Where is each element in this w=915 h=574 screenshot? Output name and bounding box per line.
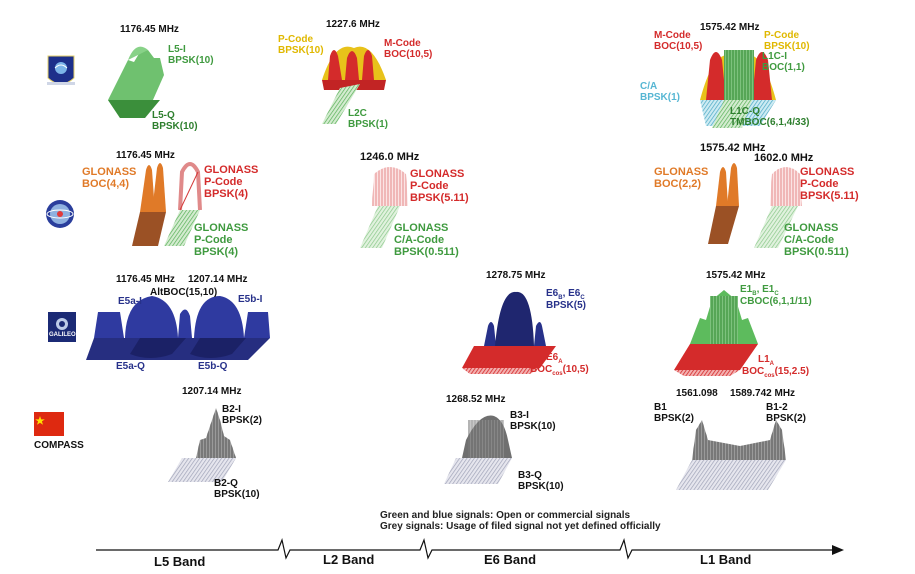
galileo-e6bc-label: E6B, E6C <box>546 288 585 301</box>
galileo-e5-signal <box>86 296 270 360</box>
galileo-e6-freq: 1278.75 MHz <box>486 270 546 281</box>
glonass-l5-signal <box>132 162 202 246</box>
gps-logo <box>47 55 75 85</box>
compass-b2-freq: 1207.14 MHz <box>182 386 242 397</box>
glonass-pcode4-label: GLONASS P-Code BPSK(4) <box>204 164 259 200</box>
compass-b1-signal <box>676 420 786 490</box>
gps-l5-i-label: L5-I BPSK(10) <box>168 44 214 66</box>
gps-l1c-q-label: L1C-Q TMBOC(6,1,4/33) <box>730 106 810 128</box>
gps-l2c-label: L2C BPSK(1) <box>348 108 389 130</box>
gps-l1c-i-label: L1C-I BOC(1,1) <box>762 51 805 73</box>
galileo-freq-b: 1207.14 MHz <box>188 274 248 285</box>
gps-l5-freq: 1176.45 MHz <box>120 24 179 35</box>
galileo-e5b-i-label: E5b-I <box>238 294 263 305</box>
compass-b3-q-label: B3-Q BPSK(10) <box>518 470 564 492</box>
compass-b3-i-label: B3-I BPSK(10) <box>510 410 556 432</box>
galileo-altboc-label: AltBOC(15,10) <box>150 287 218 298</box>
galileo-e6-signal <box>462 291 556 374</box>
compass-b1-label: B1 BPSK(2) <box>654 402 695 424</box>
compass-b1-freq-a: 1561.098 <box>676 388 718 399</box>
gps-l2-signal <box>322 46 386 124</box>
glonass-l1-pcode-label: GLONASS P-Code BPSK(5.11) <box>800 166 859 202</box>
galileo-e6a-label: E6A <box>546 352 563 365</box>
glonass-l5-freq: 1176.45 MHz <box>116 150 175 161</box>
gps-l5-q-label: L5-Q BPSK(10) <box>152 110 198 132</box>
galileo-e6a-boc: BOCcos(10,5) <box>530 364 589 377</box>
compass-label: COMPASS <box>34 440 84 451</box>
band-axis <box>96 537 844 560</box>
galileo-l1-signal <box>674 290 758 376</box>
band-label-l5: L5 Band <box>154 554 206 569</box>
band-label-l2: L2 Band <box>323 552 375 567</box>
galileo-e6bc-mod: BPSK(5) <box>546 300 587 311</box>
gps-l1-freq: 1575.42 MHz <box>700 22 760 33</box>
glonass-l1-signal <box>708 163 802 248</box>
gps-l2-mcode-label: M-Code BOC(10,5) <box>384 38 433 60</box>
legend-note-grey: Grey signals: Usage of filed signal not … <box>380 521 661 532</box>
glonass-e6-pcode-label: GLONASS P-Code BPSK(5.11) <box>410 168 469 204</box>
gps-l5-signal <box>108 46 164 118</box>
glonass-l1-freq-b: 1602.0 MHz <box>754 152 814 164</box>
galileo-logo <box>48 312 76 342</box>
galileo-l1a-boc: BOCcos(15,2.5) <box>742 366 810 379</box>
glonass-l1-ca-label: GLONASS C/A-Code BPSK(0.511) <box>784 222 849 258</box>
glonass-l1-freq-a: 1575.42 MHz <box>700 142 766 154</box>
compass-b1-freq-b: 1589.742 MHz <box>730 388 796 399</box>
compass-b3-freq: 1268.52 MHz <box>446 394 506 405</box>
glonass-boc22-label: GLONASS BOC(2,2) <box>654 166 709 190</box>
glonass-e6-signal <box>360 167 408 248</box>
gps-l2-freq: 1227.6 MHz <box>326 19 380 30</box>
glonass-e6-ca-label: GLONASS C/A-Code BPSK(0.511) <box>394 222 459 258</box>
gps-l2-pcode-label: P-Code BPSK(10) <box>278 34 324 56</box>
glonass-boc44-label: GLONASS BOC(4,4) <box>82 166 137 190</box>
glonass-logo <box>46 200 74 228</box>
galileo-l1a-label: L1A <box>758 354 775 367</box>
galileo-e1bc-mod: CBOC(6,1,1/11) <box>740 296 812 307</box>
band-label-l1: L1 Band <box>700 552 752 567</box>
gps-l1-mcode-label: M-Code BOC(10,5) <box>654 30 703 52</box>
galileo-e5a-i-label: E5a-I <box>118 296 142 307</box>
gps-l1-pcode-label: P-Code BPSK(10) <box>764 30 810 52</box>
gps-ca-label: C/A BPSK(1) <box>640 81 681 103</box>
glonass-pcode4-green-label: GLONASS P-Code BPSK(4) <box>194 222 249 258</box>
galileo-e5b-q-label: E5b-Q <box>198 361 228 372</box>
compass-b1-2-label: B1-2 BPSK(2) <box>766 402 807 424</box>
galileo-freq-a: 1176.45 MHz <box>116 274 175 285</box>
galileo-l1-freq: 1575.42 MHz <box>706 270 766 281</box>
galileo-e5a-q-label: E5a-Q <box>116 361 145 372</box>
compass-b2-i-label: B2-I BPSK(2) <box>222 404 263 426</box>
legend-note-open: Green and blue signals: Open or commerci… <box>380 510 631 521</box>
gps-l1-signal <box>700 50 776 128</box>
glonass-e6-freq: 1246.0 MHz <box>360 151 420 163</box>
compass-b2-q-label: B2-Q BPSK(10) <box>214 478 260 500</box>
china-flag <box>34 412 64 436</box>
galileo-e1bc-label: E1B, E1C <box>740 284 779 297</box>
band-label-e6: E6 Band <box>484 552 537 567</box>
compass-b3-signal <box>444 415 512 484</box>
galileo-logo-text: GALILEO <box>49 332 76 338</box>
compass-b2-signal <box>168 408 236 482</box>
